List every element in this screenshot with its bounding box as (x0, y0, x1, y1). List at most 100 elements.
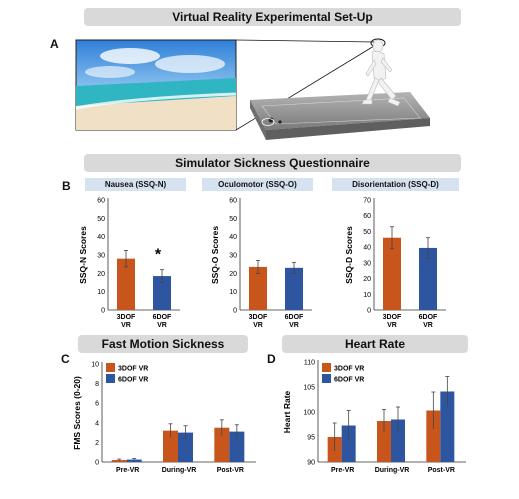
y-tick-label: 20 (97, 271, 105, 278)
y-tick-label: 10 (363, 292, 371, 299)
walking-person-figure (361, 39, 401, 107)
y-tick-label: 40 (229, 234, 237, 241)
x-tick-label: 3DOF (249, 314, 268, 321)
y-tick-label: 60 (229, 198, 237, 205)
legend-label: 6DOF VR (334, 377, 364, 384)
bar (285, 267, 303, 310)
y-tick-label: 10 (229, 289, 237, 296)
y-tick-label: 20 (229, 271, 237, 278)
y-tick-label: 6 (95, 401, 99, 408)
fms-section-title: Fast Motion Sickness (78, 335, 248, 353)
legend-swatch (106, 363, 115, 372)
bar (341, 425, 356, 462)
y-tick-label: 105 (303, 385, 315, 392)
x-tick-label: VR (121, 322, 131, 329)
x-tick-label: Post-VR (217, 467, 244, 474)
y-tick-label: 10 (97, 289, 105, 296)
y-axis-label: SSQ-N Scores (78, 226, 88, 284)
legend-label: 3DOF VR (334, 366, 364, 373)
legend-swatch (322, 374, 331, 383)
bar (163, 430, 178, 462)
legend-swatch (322, 363, 331, 372)
subtitle-oculomotor: Oculomotor (SSQ-O) (202, 178, 313, 191)
significance-asterisk: * (155, 247, 162, 264)
bar (229, 431, 245, 462)
y-tick-label: 40 (363, 245, 371, 252)
y-tick-label: 60 (97, 198, 105, 205)
treadmill-platform (250, 92, 430, 140)
x-tick-label: During-VR (375, 467, 410, 474)
beach-scene-image (75, 39, 237, 131)
y-axis-label: SSQ-O Scores (210, 226, 220, 284)
y-tick-label: 0 (233, 308, 237, 315)
panel-label-b: B (62, 179, 71, 193)
x-tick-label: 6DOF (285, 314, 304, 321)
x-tick-label: 3DOF (383, 314, 402, 321)
y-tick-label: 70 (363, 198, 371, 205)
bar (126, 459, 142, 462)
panel-label-d: D (267, 352, 276, 366)
y-tick-label: 110 (304, 360, 315, 367)
bar (178, 432, 193, 462)
x-tick-label: Pre-VR (116, 467, 139, 474)
bar (419, 247, 437, 310)
panel-label-c: C (61, 352, 70, 366)
y-axis-label: Heart Rate (282, 390, 292, 433)
bar (153, 276, 171, 310)
y-tick-label: 0 (95, 460, 99, 467)
y-tick-label: 30 (363, 260, 371, 267)
figure-title: Virtual Reality Experimental Set-Up (84, 8, 461, 26)
bar (426, 410, 441, 462)
subtitle-disorientation: Disorientation (SSQ-D) (332, 178, 459, 191)
legend-label: 3DOF VR (118, 366, 148, 373)
y-tick-label: 4 (95, 420, 99, 427)
bar (111, 460, 127, 462)
bar (117, 258, 135, 310)
y-tick-label: 30 (97, 253, 105, 260)
bar (249, 266, 267, 310)
bar (440, 391, 455, 462)
bar (377, 421, 391, 462)
x-tick-label: VR (289, 322, 299, 329)
y-axis-label: SSQ-D Scores (344, 226, 354, 284)
y-tick-label: 20 (363, 276, 371, 283)
y-tick-label: 60 (363, 213, 371, 220)
vr-setup-illustration (75, 38, 430, 140)
sightline-top (235, 39, 375, 43)
y-tick-label: 0 (367, 308, 371, 315)
heart-rate-chart: Heart Rate 90 95 100 105 110 Pre-VR During-VR Po… (282, 360, 466, 474)
subtitle-nausea: Nausea (SSQ-N) (85, 178, 186, 191)
x-tick-label: 6DOF (153, 314, 172, 321)
y-tick-label: 0 (101, 308, 105, 315)
legend-label: 6DOF VR (118, 377, 148, 384)
x-tick-label: VR (157, 322, 167, 329)
ssq-section-title: Simulator Sickness Questionnaire (84, 154, 461, 172)
bar (391, 419, 405, 462)
x-tick-label: Pre-VR (331, 467, 354, 474)
y-tick-label: 2 (95, 440, 99, 447)
y-tick-label: 10 (91, 362, 99, 369)
panel-label-a: A (50, 37, 59, 51)
bar (214, 427, 230, 462)
heart-rate-section-title: Heart Rate (282, 335, 468, 353)
x-tick-label: VR (423, 322, 433, 329)
x-tick-label: 3DOF (117, 314, 136, 321)
y-tick-label: 40 (97, 234, 105, 241)
legend-swatch (106, 374, 115, 383)
fms-chart: FMS Scores (0-20) 0 2 4 6 8 10 Pre-VR During-VR P… (72, 362, 256, 474)
bar (383, 237, 401, 310)
x-tick-label: During-VR (162, 467, 197, 474)
y-tick-label: 90 (307, 460, 315, 467)
y-tick-label: 50 (97, 216, 105, 223)
x-tick-label: 6DOF (419, 314, 438, 321)
y-tick-label: 8 (95, 381, 99, 388)
x-tick-label: VR (253, 322, 263, 329)
x-tick-label: Post-VR (428, 467, 455, 474)
x-tick-label: VR (387, 322, 397, 329)
y-tick-label: 100 (303, 410, 315, 417)
y-tick-label: 50 (363, 229, 371, 236)
y-tick-label: 30 (229, 253, 237, 260)
